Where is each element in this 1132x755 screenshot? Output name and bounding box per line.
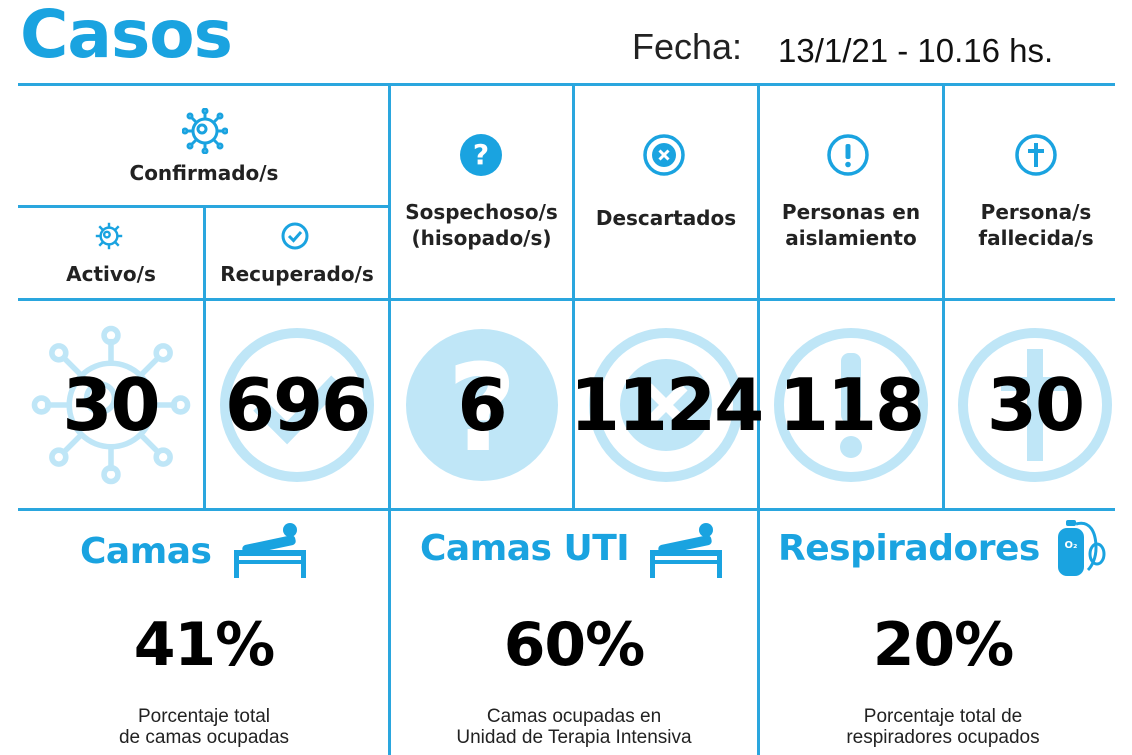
cross-circle-icon	[958, 327, 1112, 482]
descartados-cell: 1124	[570, 301, 764, 508]
x-circle-icon	[589, 327, 743, 482]
confirmado-label: Confirmado/s	[129, 161, 279, 185]
fecha-value: 13/1/21 - 10.16 hs.	[778, 32, 1054, 69]
virus-icon	[182, 108, 228, 154]
svg-text:?: ?	[473, 138, 489, 171]
descartados-label: Descartados	[595, 206, 737, 230]
sospechoso-label: Sospechoso/s (hisopado/s)	[405, 200, 558, 250]
grid-line-top	[18, 83, 1115, 86]
svg-text:?: ?	[447, 340, 517, 479]
fecha-label: Fecha:	[632, 26, 743, 67]
virus-icon	[95, 222, 123, 250]
exclamation-circle-icon	[827, 134, 869, 176]
recuperado-value: 696	[224, 362, 371, 447]
fallecida-cell: 30	[945, 301, 1125, 508]
grid-line-values	[18, 508, 1115, 511]
x-circle-icon	[643, 134, 685, 176]
question-circle-icon: ?	[405, 328, 558, 481]
exclamation-circle-icon	[774, 327, 928, 482]
recuperado-label: Recuperado/s	[220, 262, 374, 286]
grid-divider-1	[203, 206, 206, 509]
virus-icon	[31, 325, 190, 484]
fallecida-label: Persona/s fallecida/s	[978, 200, 1094, 250]
descartados-value: 1124	[569, 362, 764, 447]
cross-circle-icon	[1015, 134, 1057, 176]
camas-title: Camas	[80, 531, 212, 572]
camas-description: Porcentaje total de camas ocupadas	[118, 706, 290, 748]
activo-cell: 30	[18, 301, 203, 508]
aislamiento-value: 118	[778, 362, 925, 447]
check-circle-icon	[220, 327, 374, 482]
hospital-bed-icon	[650, 523, 722, 578]
camas-uti-percent: 60%	[503, 610, 646, 680]
sospechoso-cell: ? 6	[391, 301, 572, 508]
grid-divider-5	[942, 84, 945, 509]
svg-text:O₂: O₂	[1065, 540, 1078, 551]
page-title: Casos	[20, 0, 233, 73]
camas-percent: 41%	[133, 610, 276, 680]
activo-label: Activo/s	[66, 262, 156, 286]
respiradores-description: Porcentaje total de respiradores ocupado…	[846, 706, 1040, 748]
fallecida-value: 30	[986, 362, 1085, 447]
grid-line-headers	[18, 298, 1115, 301]
activo-value: 30	[62, 362, 160, 447]
recuperado-cell: 696	[206, 301, 388, 508]
sospechoso-value: 6	[457, 362, 507, 447]
oxygen-tank-icon: O₂	[1058, 520, 1106, 576]
hospital-bed-icon	[234, 523, 306, 578]
camas-uti-description: Camas ocupadas en Unidad de Terapia Inte…	[456, 706, 692, 748]
grid-divider-2	[388, 84, 391, 755]
camas-uti-title: Camas UTI	[420, 528, 630, 569]
respiradores-percent: 20%	[872, 610, 1015, 680]
question-circle-icon: ?	[460, 134, 502, 176]
grid-divider-3	[572, 84, 575, 509]
aislamiento-cell: 118	[760, 301, 942, 508]
grid-divider-4	[757, 84, 760, 755]
check-circle-icon	[281, 222, 309, 250]
respiradores-title: Respiradores	[778, 528, 1040, 569]
aislamiento-label: Personas en aislamiento	[781, 200, 921, 250]
